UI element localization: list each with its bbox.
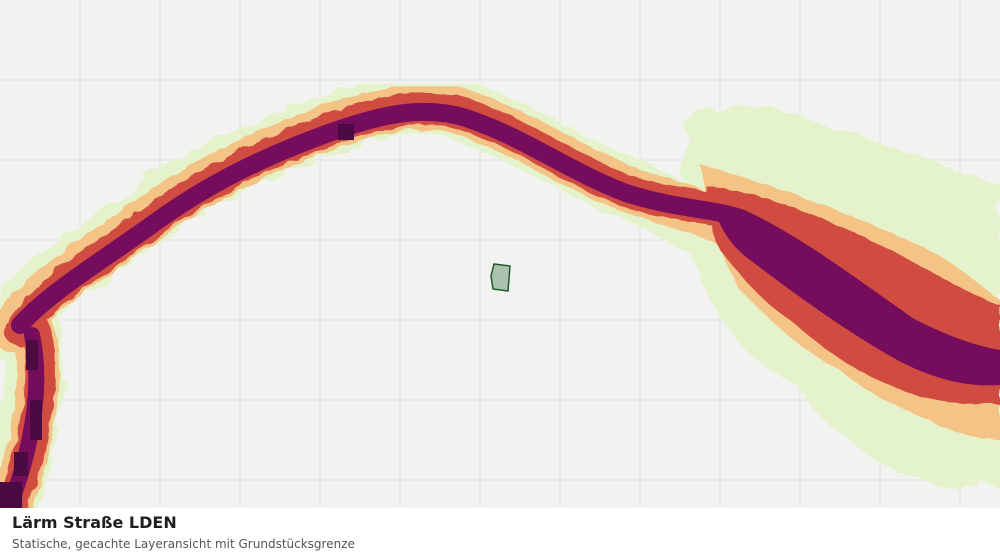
- map-view[interactable]: [0, 0, 1000, 508]
- map-subtitle: Statische, gecachte Layeransicht mit Gru…: [12, 537, 355, 551]
- noise-band-highest: [0, 124, 354, 508]
- caption-panel: Lärm Straße LDEN Statische, gecachte Lay…: [0, 508, 1000, 560]
- map-title: Lärm Straße LDEN: [12, 513, 177, 532]
- parcel-boundary[interactable]: [490, 263, 511, 292]
- noise-map[interactable]: [0, 0, 1000, 508]
